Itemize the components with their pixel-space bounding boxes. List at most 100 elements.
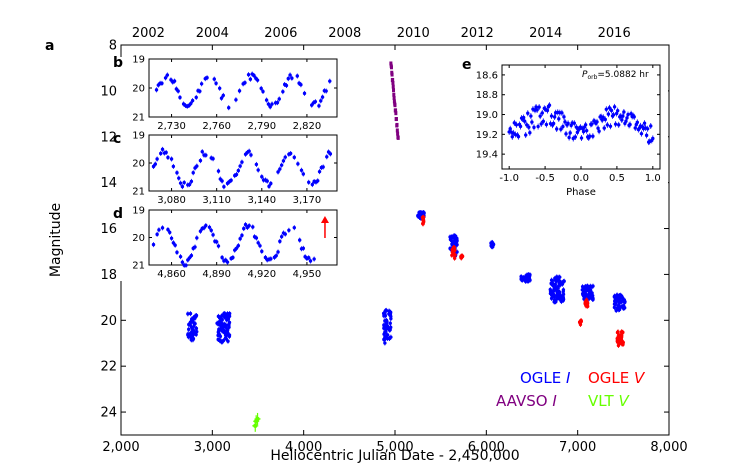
data-point bbox=[229, 178, 233, 183]
data-point bbox=[564, 132, 568, 136]
data-point bbox=[204, 223, 208, 228]
data-point bbox=[611, 113, 616, 117]
x-tick-label: 0.5 bbox=[609, 173, 625, 184]
data-point bbox=[389, 61, 393, 66]
inset-background bbox=[119, 133, 341, 207]
data-point bbox=[396, 131, 400, 136]
data-point bbox=[312, 257, 316, 261]
data-point bbox=[552, 115, 557, 119]
data-point bbox=[421, 221, 425, 226]
data-point bbox=[620, 333, 624, 337]
data-point bbox=[281, 89, 285, 94]
data-point bbox=[642, 121, 647, 125]
x-tick-label: 1.0 bbox=[645, 173, 661, 184]
data-point bbox=[216, 314, 221, 319]
data-point bbox=[524, 133, 528, 137]
legend-entry: OGLE I bbox=[520, 369, 571, 387]
data-point bbox=[223, 323, 228, 327]
data-point bbox=[249, 153, 253, 157]
data-point bbox=[317, 104, 321, 108]
data-point bbox=[200, 149, 204, 154]
data-point bbox=[299, 168, 304, 173]
data-point bbox=[538, 114, 542, 118]
data-point bbox=[163, 76, 168, 80]
data-point bbox=[527, 125, 531, 129]
data-point bbox=[324, 89, 328, 93]
data-point bbox=[605, 123, 610, 127]
data-point bbox=[283, 232, 287, 236]
data-point bbox=[609, 108, 614, 113]
data-point bbox=[566, 121, 570, 126]
data-point bbox=[527, 274, 532, 278]
data-point bbox=[202, 226, 206, 230]
data-point bbox=[613, 302, 617, 306]
data-point bbox=[617, 123, 621, 127]
data-point bbox=[169, 236, 174, 240]
data-point bbox=[537, 105, 541, 109]
legend-entry: AAVSO I bbox=[496, 392, 557, 410]
data-point bbox=[269, 181, 273, 186]
data-point bbox=[319, 99, 323, 103]
top-year-tick-label: 2006 bbox=[264, 26, 297, 41]
data-point bbox=[645, 127, 650, 131]
data-point bbox=[190, 98, 195, 103]
data-point bbox=[518, 124, 523, 129]
data-point bbox=[552, 293, 556, 298]
data-point bbox=[525, 123, 529, 127]
data-point bbox=[164, 150, 168, 155]
data-point bbox=[578, 319, 583, 324]
legend-entry: OGLE V bbox=[588, 369, 646, 387]
data-point bbox=[254, 162, 259, 167]
data-point bbox=[155, 232, 159, 237]
x-axis-label: Heliocentric Julian Date - 2,450,000 bbox=[270, 448, 519, 464]
data-point bbox=[597, 129, 601, 133]
series-ogle-v bbox=[420, 214, 625, 349]
data-point bbox=[260, 249, 264, 254]
data-point bbox=[459, 256, 464, 260]
y-tick-label: 8 bbox=[109, 39, 117, 54]
x-tick-label: -0.5 bbox=[535, 173, 555, 184]
data-point bbox=[392, 99, 396, 104]
data-point bbox=[392, 88, 396, 93]
data-point bbox=[595, 120, 599, 124]
y-tick-label: 21 bbox=[132, 261, 145, 272]
x-tick-label: 0.0 bbox=[573, 173, 589, 184]
data-point bbox=[557, 117, 561, 121]
data-point bbox=[545, 108, 550, 113]
data-point bbox=[549, 114, 554, 118]
data-point bbox=[623, 300, 627, 305]
panel-letter-e: e bbox=[462, 57, 472, 73]
data-point bbox=[391, 80, 395, 85]
data-point bbox=[195, 164, 199, 168]
data-point bbox=[265, 179, 269, 183]
data-point bbox=[205, 76, 209, 80]
data-point bbox=[385, 336, 390, 341]
data-point bbox=[307, 180, 311, 184]
data-point bbox=[209, 228, 213, 233]
y-tick-label: 19 bbox=[132, 131, 145, 142]
data-point bbox=[238, 164, 242, 168]
data-point bbox=[194, 326, 199, 331]
data-point bbox=[255, 78, 260, 82]
data-point bbox=[559, 127, 563, 131]
data-point bbox=[555, 127, 559, 131]
data-point bbox=[621, 342, 625, 347]
y-tick-label: 21 bbox=[132, 187, 145, 198]
data-point bbox=[171, 164, 176, 169]
panel-e: -1.0 -0.5 0.0 0.5 1.0 18.6 18.8 19.0 19.2 19.4 e Ph… bbox=[462, 57, 661, 198]
data-point bbox=[588, 288, 593, 292]
data-point bbox=[562, 115, 566, 119]
data-point bbox=[560, 282, 565, 286]
data-point bbox=[220, 179, 224, 183]
data-point bbox=[421, 218, 426, 222]
panel-b: 2,730 2,760 2,790 2,820 19 20 21 b bbox=[113, 55, 338, 132]
data-point bbox=[253, 423, 258, 429]
data-point bbox=[615, 330, 620, 335]
data-point bbox=[635, 120, 640, 125]
data-point bbox=[222, 328, 226, 333]
y-tick-label: 20 bbox=[132, 159, 145, 170]
y-tick-label: 24 bbox=[100, 406, 117, 421]
y-tick-label: 20 bbox=[100, 314, 117, 329]
data-point bbox=[307, 256, 311, 260]
